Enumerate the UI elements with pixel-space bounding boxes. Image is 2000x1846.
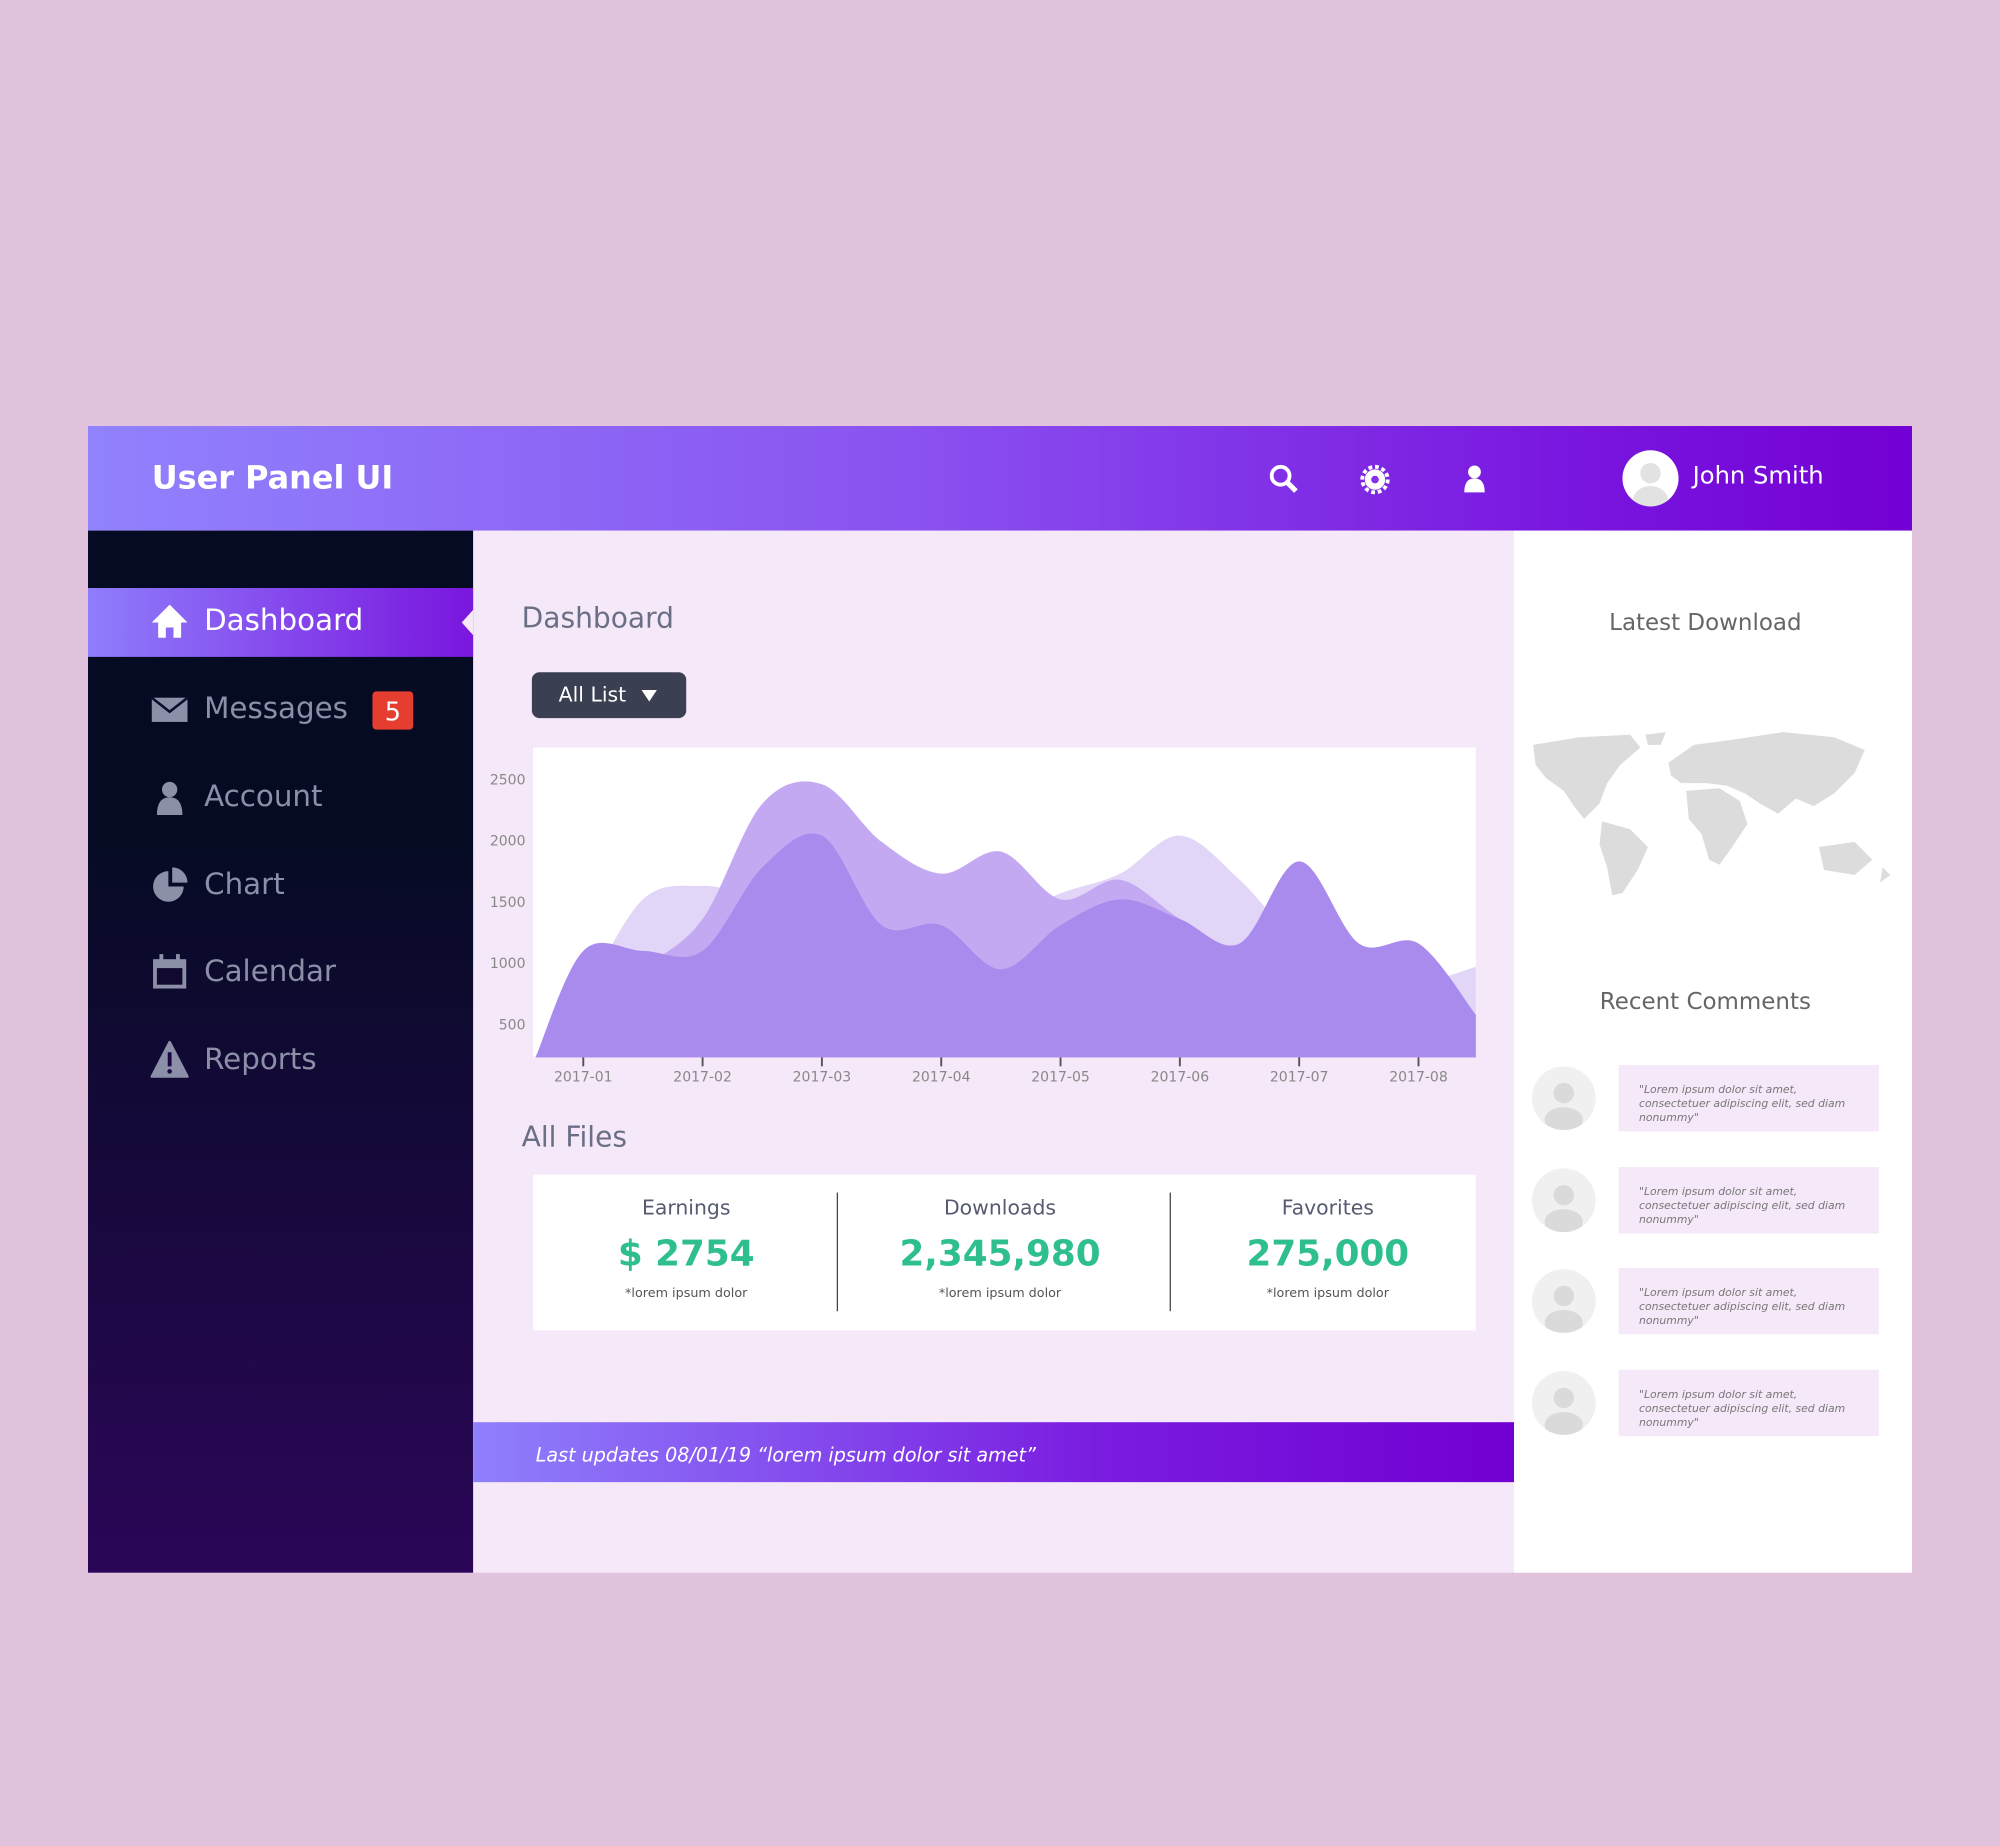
x-tick-label: 2017-04: [912, 1070, 971, 1086]
comment-avatar: [1531, 1371, 1596, 1435]
comment-avatar: [1531, 1168, 1596, 1233]
area: [535, 833, 1476, 1058]
stat-value: 275,000: [1246, 1232, 1410, 1275]
nav-item[interactable]: Messages: [150, 684, 457, 735]
panel-title: Latest Download: [1609, 609, 1802, 637]
world-map: [1533, 732, 1891, 896]
dropdown-arrow[interactable]: [641, 689, 657, 702]
nav-label[interactable]: Calendar: [204, 955, 336, 989]
stat-value: $ 2754: [617, 1232, 755, 1275]
divider: [1169, 1192, 1171, 1312]
x-tick-label: 2017-02: [673, 1070, 732, 1086]
comment-text: "Lorem ipsum dolor sit amet, consectetue…: [1618, 1167, 1879, 1234]
nav-label[interactable]: Account: [204, 780, 323, 814]
x-tick-label: 2017-03: [793, 1070, 852, 1086]
nav-item[interactable]: Dashboard: [151, 596, 457, 647]
panel-title: Recent Comments: [1599, 988, 1811, 1016]
dropdown-label[interactable]: All List: [558, 682, 627, 707]
user-avatar[interactable]: [1622, 450, 1679, 507]
comment-text: "Lorem ipsum dolor sit amet, consectetue…: [1618, 1065, 1879, 1132]
footer-text: Last updates 08/01/19 “lorem ipsum dolor…: [535, 1443, 1036, 1467]
header: [88, 426, 1912, 531]
divider: [836, 1192, 839, 1312]
stat-note: *lorem ipsum dolor: [625, 1286, 748, 1302]
y-tick-label: 2000: [490, 834, 526, 850]
stat-label: Favorites: [1281, 1195, 1374, 1220]
stat: Favorites 275,000 *lorem ipsum dolor: [1175, 1175, 1481, 1301]
comment-avatar: [1531, 1066, 1596, 1131]
x-tick-label: 2017-07: [1270, 1070, 1329, 1086]
stat-note: *lorem ipsum dolor: [938, 1286, 1062, 1302]
stat-value: 2,345,980: [899, 1232, 1101, 1275]
nav-label[interactable]: Messages: [204, 692, 348, 726]
stat-label: Earnings: [641, 1195, 731, 1220]
badge: 5: [372, 691, 414, 730]
nav-item[interactable]: Calendar: [151, 946, 457, 997]
nav-item[interactable]: Chart: [151, 860, 457, 911]
stat: Downloads 2,345,980 *lorem ipsum dolor: [847, 1175, 1153, 1301]
comment-text: "Lorem ipsum dolor sit amet, consectetue…: [1618, 1369, 1879, 1437]
comment-avatar: [1531, 1269, 1596, 1333]
stat-label: Downloads: [943, 1195, 1057, 1220]
x-tick-label: 2017-01: [554, 1070, 613, 1086]
y-tick-label: 1000: [490, 956, 526, 972]
y-tick-label: 1500: [490, 895, 526, 911]
stat: Earnings $ 2754 *lorem ipsum dolor: [533, 1175, 839, 1301]
dropdown[interactable]: All List: [531, 672, 687, 719]
stats-box: [533, 1174, 1476, 1331]
nav-label[interactable]: Reports: [204, 1043, 317, 1077]
user-name[interactable]: John Smith: [1692, 461, 1824, 490]
nav-label[interactable]: Chart: [204, 868, 285, 902]
active-notch: [461, 609, 474, 636]
section-title: Dashboard: [521, 603, 674, 636]
comment-text: "Lorem ipsum dolor sit amet, consectetue…: [1618, 1267, 1879, 1335]
header-icons[interactable]: [1265, 462, 1495, 498]
x-tick-label: 2017-08: [1389, 1070, 1448, 1086]
app-title: User Panel UI: [151, 459, 394, 497]
x-tick-label: 2017-06: [1151, 1070, 1210, 1086]
nav-label[interactable]: Dashboard: [204, 604, 364, 638]
y-tick-label: 2500: [490, 772, 526, 788]
section-title: All Files: [521, 1122, 627, 1155]
x-tick-label: 2017-05: [1031, 1070, 1090, 1086]
nav-item[interactable]: Reports: [150, 1034, 457, 1085]
footer-bar: Last updates 08/01/19 “lorem ipsum dolor…: [473, 1422, 1515, 1483]
y-tick-label: 500: [499, 1017, 526, 1033]
nav-item[interactable]: Account: [151, 772, 457, 823]
stat-note: *lorem ipsum dolor: [1266, 1286, 1389, 1302]
